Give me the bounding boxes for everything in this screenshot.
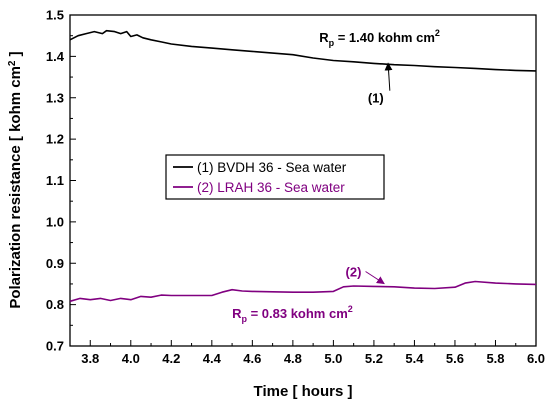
- x-tick-label: 4.4: [203, 351, 222, 366]
- x-axis: 3.8 4.0 4.2 4.4 4.6 4.8 5.0 5.2 5.4 5.6 5.8 6.0: [69, 340, 545, 366]
- y-axis: 0.7 0.8 0.9 1.0 1.1 1.2 1.3 1.4 1.5: [46, 8, 76, 354]
- annotation-value: = 0.83 kohm cm: [247, 306, 348, 321]
- y-tick-label: 1.0: [46, 214, 64, 229]
- series-layer: [69, 29, 537, 303]
- y-axis-title: Polarization resistance [ kohm cm2 ]: [7, 51, 25, 308]
- y-tick-label: 0.9: [46, 256, 64, 271]
- legend-label-series-1: (1) BVDH 36 - Sea water: [197, 160, 347, 175]
- annotation-superscript: 2: [435, 28, 440, 38]
- rp-annotation: Rp = 0.83 kohm cm2: [232, 304, 353, 324]
- x-tick-label: 4.0: [122, 351, 140, 366]
- x-tick-label: 5.6: [446, 351, 464, 366]
- series-line-2: [69, 280, 537, 303]
- x-tick-label: 4.6: [243, 351, 261, 366]
- annotation-value: = 1.40 kohm cm: [334, 30, 435, 45]
- x-tick-label: 5.0: [324, 351, 342, 366]
- x-tick-label: 6.0: [527, 351, 545, 366]
- callout-arrow: [384, 62, 393, 91]
- y-axis-title-end: ]: [7, 51, 24, 60]
- legend: (1) BVDH 36 - Sea water (2) LRAH 36 - Se…: [165, 154, 385, 200]
- x-tick-label: 4.8: [284, 351, 302, 366]
- y-axis-title-superscript: 2: [7, 60, 18, 66]
- annotation-subscript: p: [241, 314, 247, 324]
- x-tick-label: 3.8: [81, 351, 99, 366]
- legend-label-series-2: (2) LRAH 36 - Sea water: [197, 180, 345, 195]
- series-callout-label: (2): [346, 264, 362, 279]
- y-tick-label: 1.1: [46, 173, 64, 188]
- annotation-text: (2): [346, 264, 362, 279]
- y-tick-label: 0.7: [46, 339, 64, 354]
- series-line-1: [69, 29, 537, 72]
- y-tick-label: 1.4: [46, 49, 65, 64]
- y-tick-label: 0.8: [46, 297, 64, 312]
- y-tick-label: 1.5: [46, 8, 64, 23]
- legend-box: [165, 154, 385, 200]
- y-axis-title-main: Polarization resistance [ kohm cm: [7, 66, 24, 309]
- annotation-text: (1): [368, 91, 384, 106]
- x-tick-label: 5.4: [405, 351, 424, 366]
- x-axis-title: Time [ hours ]: [254, 383, 353, 400]
- rp-annotation: Rp = 1.40 kohm cm2: [319, 28, 440, 48]
- annotation-superscript: 2: [348, 304, 353, 314]
- y-tick-label: 1.3: [46, 90, 64, 105]
- annotation-subscript: p: [329, 38, 335, 48]
- y-tick-label: 1.2: [46, 132, 64, 147]
- annotation-text: R: [232, 306, 242, 321]
- series-callout-label: (1): [368, 91, 384, 106]
- callout-arrow: [365, 271, 385, 285]
- annotation-text: R: [319, 30, 329, 45]
- x-tick-label: 5.8: [486, 351, 504, 366]
- x-tick-label: 5.2: [365, 351, 383, 366]
- x-tick-label: 4.2: [162, 351, 180, 366]
